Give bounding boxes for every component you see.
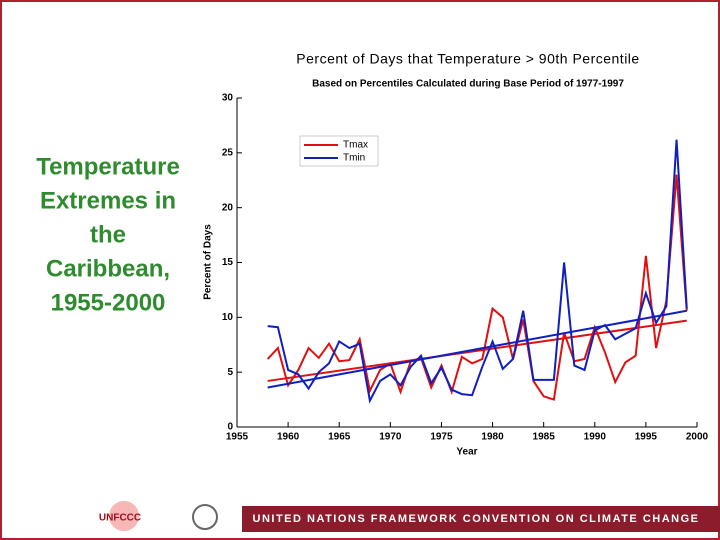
footer-band: [242, 506, 720, 532]
data-line: [267, 139, 688, 404]
x-tick-label: 2000: [686, 432, 709, 443]
logo-text: UNFCCC: [99, 513, 141, 524]
slide-title: Temperature Extremes in the Caribbean, 1955-…: [36, 153, 180, 316]
data-line: [266, 174, 688, 401]
y-tick-label: 15: [222, 257, 234, 268]
y-tick-label: 25: [222, 147, 234, 158]
slide-title-line: the: [90, 221, 126, 248]
un-emblem: [192, 504, 218, 530]
x-tick-label: 1970: [379, 432, 402, 443]
x-tick-label: 1955: [226, 432, 249, 443]
legend-label: Tmax: [343, 140, 368, 151]
y-tick-label: 20: [222, 202, 234, 213]
trend-line: [267, 309, 687, 389]
footer-text: UNITED NATIONS FRAMEWORK CONVENTION ON C…: [253, 513, 700, 525]
slide-title-line: Temperature: [36, 153, 180, 180]
trend-line: [267, 319, 687, 382]
slide-title-line: Caribbean,: [46, 255, 170, 282]
chart-title: Percent of Days that Temperature > 90th …: [296, 51, 639, 67]
x-tick-label: 1980: [481, 432, 504, 443]
chart-subtitle: Based on Percentiles Calculated during B…: [312, 79, 624, 90]
slide-title-line: 1955-2000: [51, 289, 166, 316]
x-tick-label: 1995: [635, 432, 658, 443]
legend-label: Tmin: [343, 153, 365, 164]
y-tick-label: 30: [222, 93, 234, 104]
x-tick-label: 1990: [584, 432, 607, 443]
x-tick-label: 1985: [533, 432, 556, 443]
x-axis-label: Year: [456, 447, 477, 458]
x-tick-label: 1965: [328, 432, 351, 443]
x-tick-label: 1960: [277, 432, 300, 443]
logo-circle: [109, 501, 139, 531]
x-tick-label: 1975: [430, 432, 453, 443]
legend-box: [299, 135, 379, 167]
plot: 0 5 10 15 20 25 30 1955 1960 1965 1970 1975 1980 1985…: [222, 93, 709, 443]
y-tick-label: 5: [227, 367, 233, 378]
slide-title-line: Extremes in: [40, 187, 176, 214]
y-tick-label: 10: [222, 312, 234, 323]
y-axis-label: Percent of Days: [203, 224, 214, 300]
y-tick-label: 0: [227, 422, 233, 433]
